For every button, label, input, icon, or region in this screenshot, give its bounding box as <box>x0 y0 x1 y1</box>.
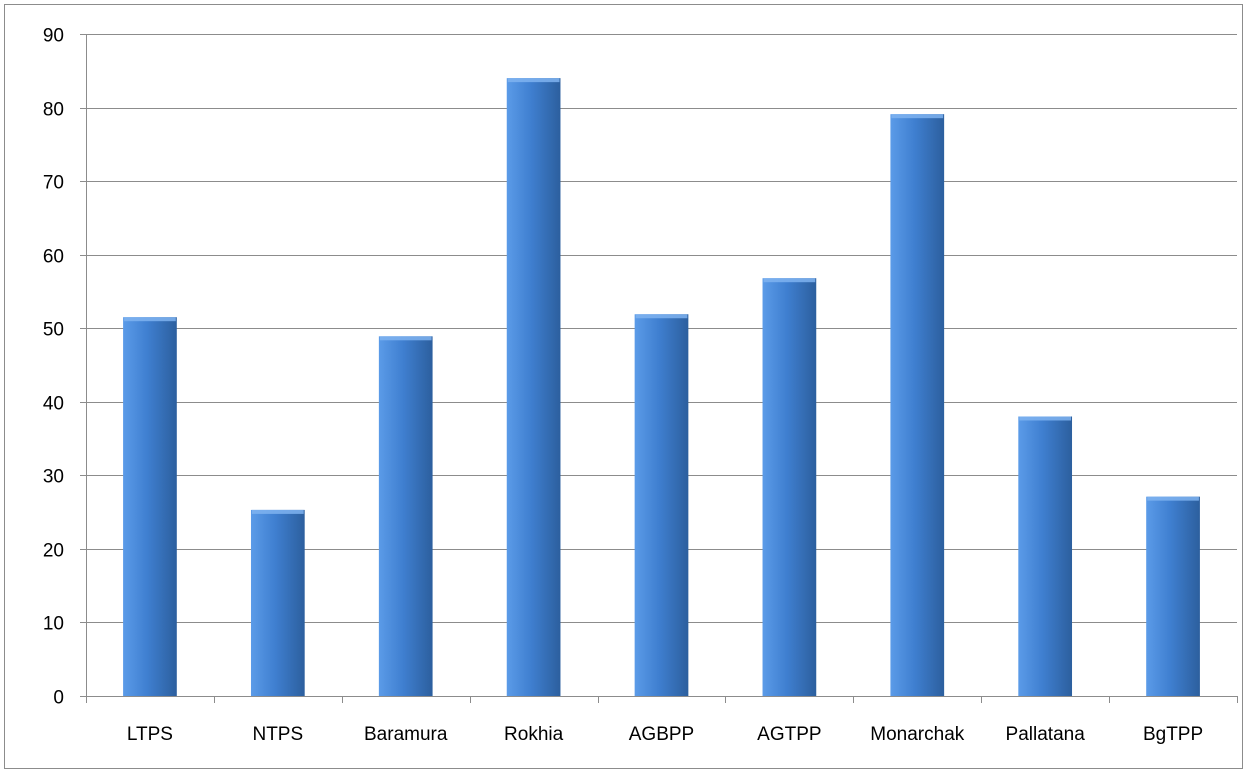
y-tick-label: 80 <box>43 100 64 121</box>
bar-rokhia <box>506 78 561 697</box>
bar-agtpp <box>762 278 817 696</box>
x-tick-label: Baramura <box>364 724 448 745</box>
bar-top-highlight <box>1147 496 1199 501</box>
bar-top-highlight <box>124 317 176 322</box>
y-tick-label: 70 <box>43 173 64 194</box>
y-tick-labels: 0 10 20 30 40 50 60 70 80 90 <box>43 26 64 709</box>
bar-agbpp <box>634 314 689 696</box>
bar-top-highlight <box>891 114 944 119</box>
y-tick-label: 10 <box>43 614 64 635</box>
bars <box>123 78 1200 697</box>
y-tick-label: 0 <box>53 688 64 709</box>
bar-ltps <box>123 317 177 696</box>
bar-top-highlight <box>1019 416 1072 421</box>
x-tick-labels: LTPS NTPS Baramura Rokhia AGBPP AGTPP Monarcha… <box>127 724 1203 745</box>
x-tick-label: BgTPP <box>1143 724 1203 745</box>
bar-pallatana <box>1018 416 1073 696</box>
bar-monarchak <box>890 114 945 697</box>
x-tick-label: Monarchak <box>870 724 964 745</box>
bar-top-highlight <box>507 78 560 83</box>
y-tick-label: 20 <box>43 541 64 562</box>
bar-ntps <box>250 509 305 696</box>
y-tick-label: 40 <box>43 394 64 415</box>
x-tick-label: Rokhia <box>504 724 564 745</box>
bar-bgtpp <box>1146 496 1200 696</box>
y-tick-label: 50 <box>43 320 64 341</box>
x-tick-label: NTPS <box>252 724 303 745</box>
y-tick-label: 60 <box>43 247 64 268</box>
bar-baramura <box>378 336 433 696</box>
y-tick-label: 90 <box>43 26 64 47</box>
x-tick-label: LTPS <box>127 724 173 745</box>
axes <box>80 34 1238 703</box>
y-tick-label: 30 <box>43 467 64 488</box>
bar-top-highlight <box>763 278 816 283</box>
x-tick-label: AGTPP <box>757 724 821 745</box>
bar-top-highlight <box>635 314 688 319</box>
bar-top-highlight <box>251 509 304 514</box>
x-tick-label: Pallatana <box>1006 724 1086 745</box>
x-tick-label: AGBPP <box>629 724 694 745</box>
bar-top-highlight <box>379 336 432 341</box>
